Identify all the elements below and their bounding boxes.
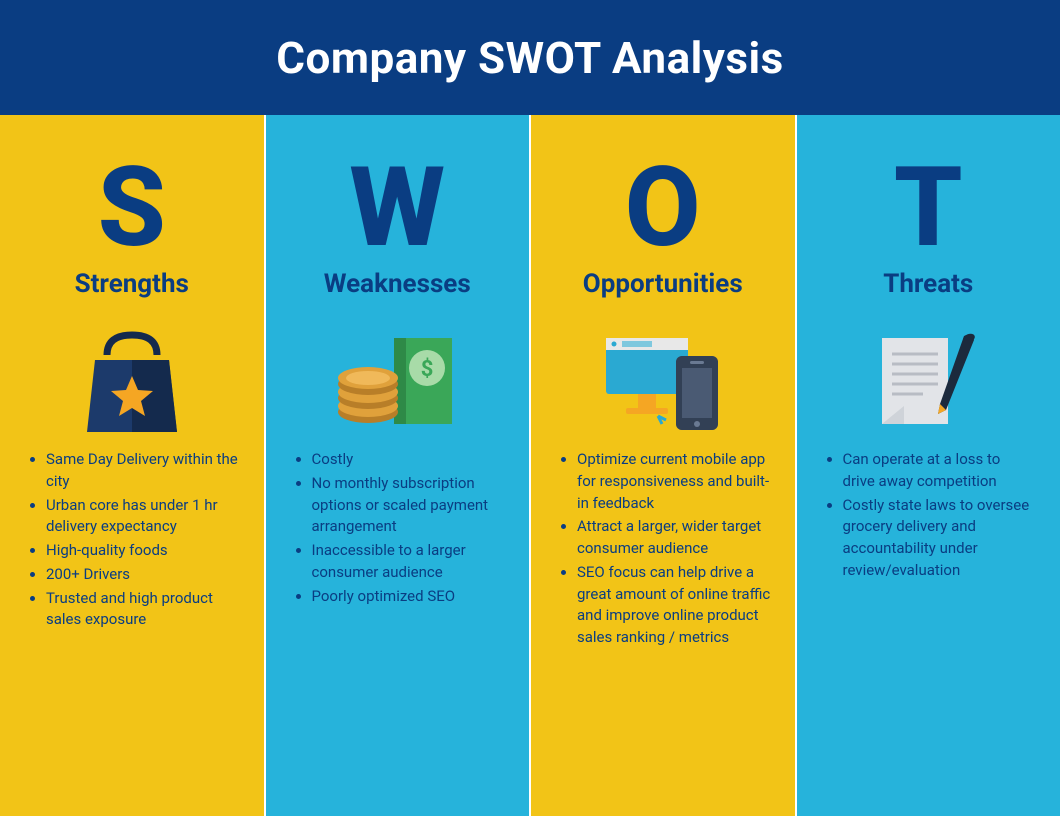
threats-list: Can operate at a loss to drive away comp… [821,449,1037,584]
column-opportunities: O Opportunities Optimize current mobile … [531,115,795,816]
letter-w: W [349,153,445,263]
letter-o: O [625,153,701,263]
list-item: Trusted and high product sales exposure [46,588,240,632]
heading-threats: Threats [883,269,973,299]
list-item: No monthly subscription options or scale… [312,473,506,538]
paper-pen-icon [868,315,988,445]
column-threats: T Threats Can operate at a loss to drive… [797,115,1060,816]
list-item: High-quality foods [46,540,240,562]
list-item: Inaccessible to a larger consumer audien… [312,540,506,584]
heading-weaknesses: Weaknesses [324,269,471,299]
opportunities-list: Optimize current mobile app for responsi… [555,449,771,651]
list-item: Optimize current mobile app for responsi… [577,449,771,514]
heading-strengths: Strengths [75,269,189,299]
list-item: Urban core has under 1 hr delivery expec… [46,495,240,539]
letter-t: T [894,153,963,263]
coins-cash-icon: $ [332,315,462,445]
column-weaknesses: W Weaknesses $ Costly No monthly subscri… [266,115,530,816]
list-item: Costly [312,449,506,471]
svg-text:$: $ [421,357,434,382]
list-item: SEO focus can help drive a great amount … [577,562,771,649]
list-item: Same Day Delivery within the city [46,449,240,493]
shopping-bag-star-icon [77,315,187,445]
column-strengths: S Strengths Same Day Delivery within the… [0,115,264,816]
devices-icon [598,315,728,445]
list-item: 200+ Drivers [46,564,240,586]
weaknesses-list: Costly No monthly subscription options o… [290,449,506,609]
letter-s: S [98,153,166,263]
header-bar: Company SWOT Analysis [0,0,1060,115]
list-item: Costly state laws to oversee grocery del… [843,495,1037,582]
swot-columns: S Strengths Same Day Delivery within the… [0,115,1060,816]
heading-opportunities: Opportunities [583,269,743,299]
strengths-list: Same Day Delivery within the city Urban … [24,449,240,633]
page-title: Company SWOT Analysis [276,32,784,84]
list-item: Attract a larger, wider target consumer … [577,516,771,560]
list-item: Can operate at a loss to drive away comp… [843,449,1037,493]
list-item: Poorly optimized SEO [312,586,506,608]
